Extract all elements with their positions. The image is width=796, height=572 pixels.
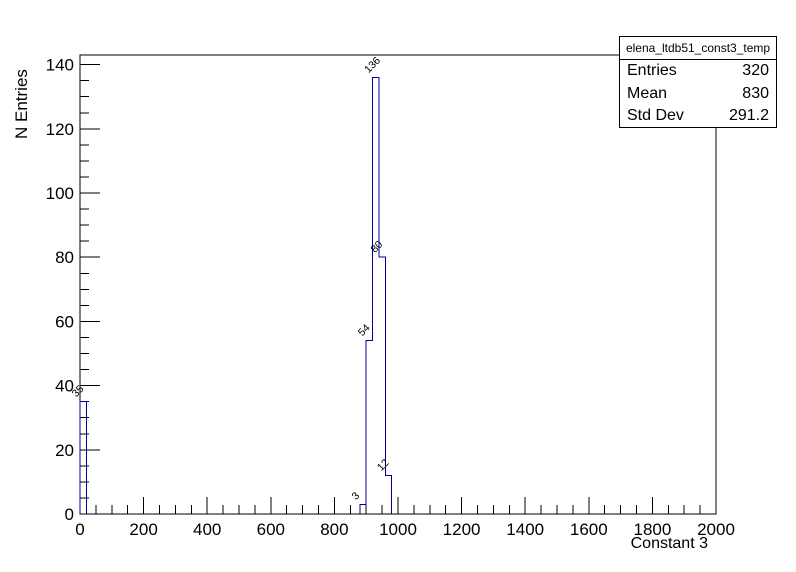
x-axis-title: Constant 3: [630, 535, 708, 552]
x-tick-label: 1600: [570, 520, 608, 539]
x-tick-label: 1000: [379, 520, 417, 539]
histogram-outline: [79, 76, 393, 514]
stat-value: 291.2: [728, 107, 769, 124]
bar-value-label: 136: [362, 55, 383, 76]
x-tick-label: 800: [320, 520, 348, 539]
x-tick-label: 0: [75, 520, 84, 539]
y-tick-label: 20: [55, 441, 74, 460]
bar-value-label: 3: [349, 490, 362, 503]
stat-label: Std Dev: [627, 107, 684, 124]
stats-row-stddev: Std Dev 291.2: [620, 105, 776, 128]
x-tick-label: 1800: [633, 520, 671, 539]
x-tick-label: 1400: [506, 520, 544, 539]
bar-value-label: 12: [375, 457, 392, 474]
y-tick-label: 40: [55, 377, 74, 396]
stat-label: Mean: [627, 84, 668, 102]
x-tick-label: 600: [257, 520, 285, 539]
stat-value: 320: [742, 62, 769, 79]
bar-value-label: 54: [356, 322, 373, 339]
bar-value-label: 80: [369, 238, 386, 255]
y-tick-label: 100: [46, 184, 74, 203]
y-tick-label: 0: [65, 505, 74, 524]
x-tick-label: 1200: [443, 520, 481, 539]
x-tick-label: 2000: [697, 520, 735, 539]
stats-row-entries: Entries 320: [620, 60, 776, 83]
stats-box: elena_ltdb51_const3_temp Entries 320 Mea…: [619, 36, 777, 128]
y-axis-title: N Entries: [12, 69, 31, 139]
y-tick-label: 60: [55, 312, 74, 331]
y-tick-label: 80: [55, 248, 74, 267]
y-tick-label: 120: [46, 120, 74, 139]
stat-label: Entries: [627, 62, 677, 79]
stats-row-mean: Mean 830: [620, 83, 776, 106]
stat-value: 830: [742, 84, 769, 102]
y-tick-label: 140: [46, 56, 74, 75]
stats-box-title: elena_ltdb51_const3_temp: [620, 37, 776, 60]
x-tick-label: 200: [129, 520, 157, 539]
x-tick-label: 400: [193, 520, 221, 539]
